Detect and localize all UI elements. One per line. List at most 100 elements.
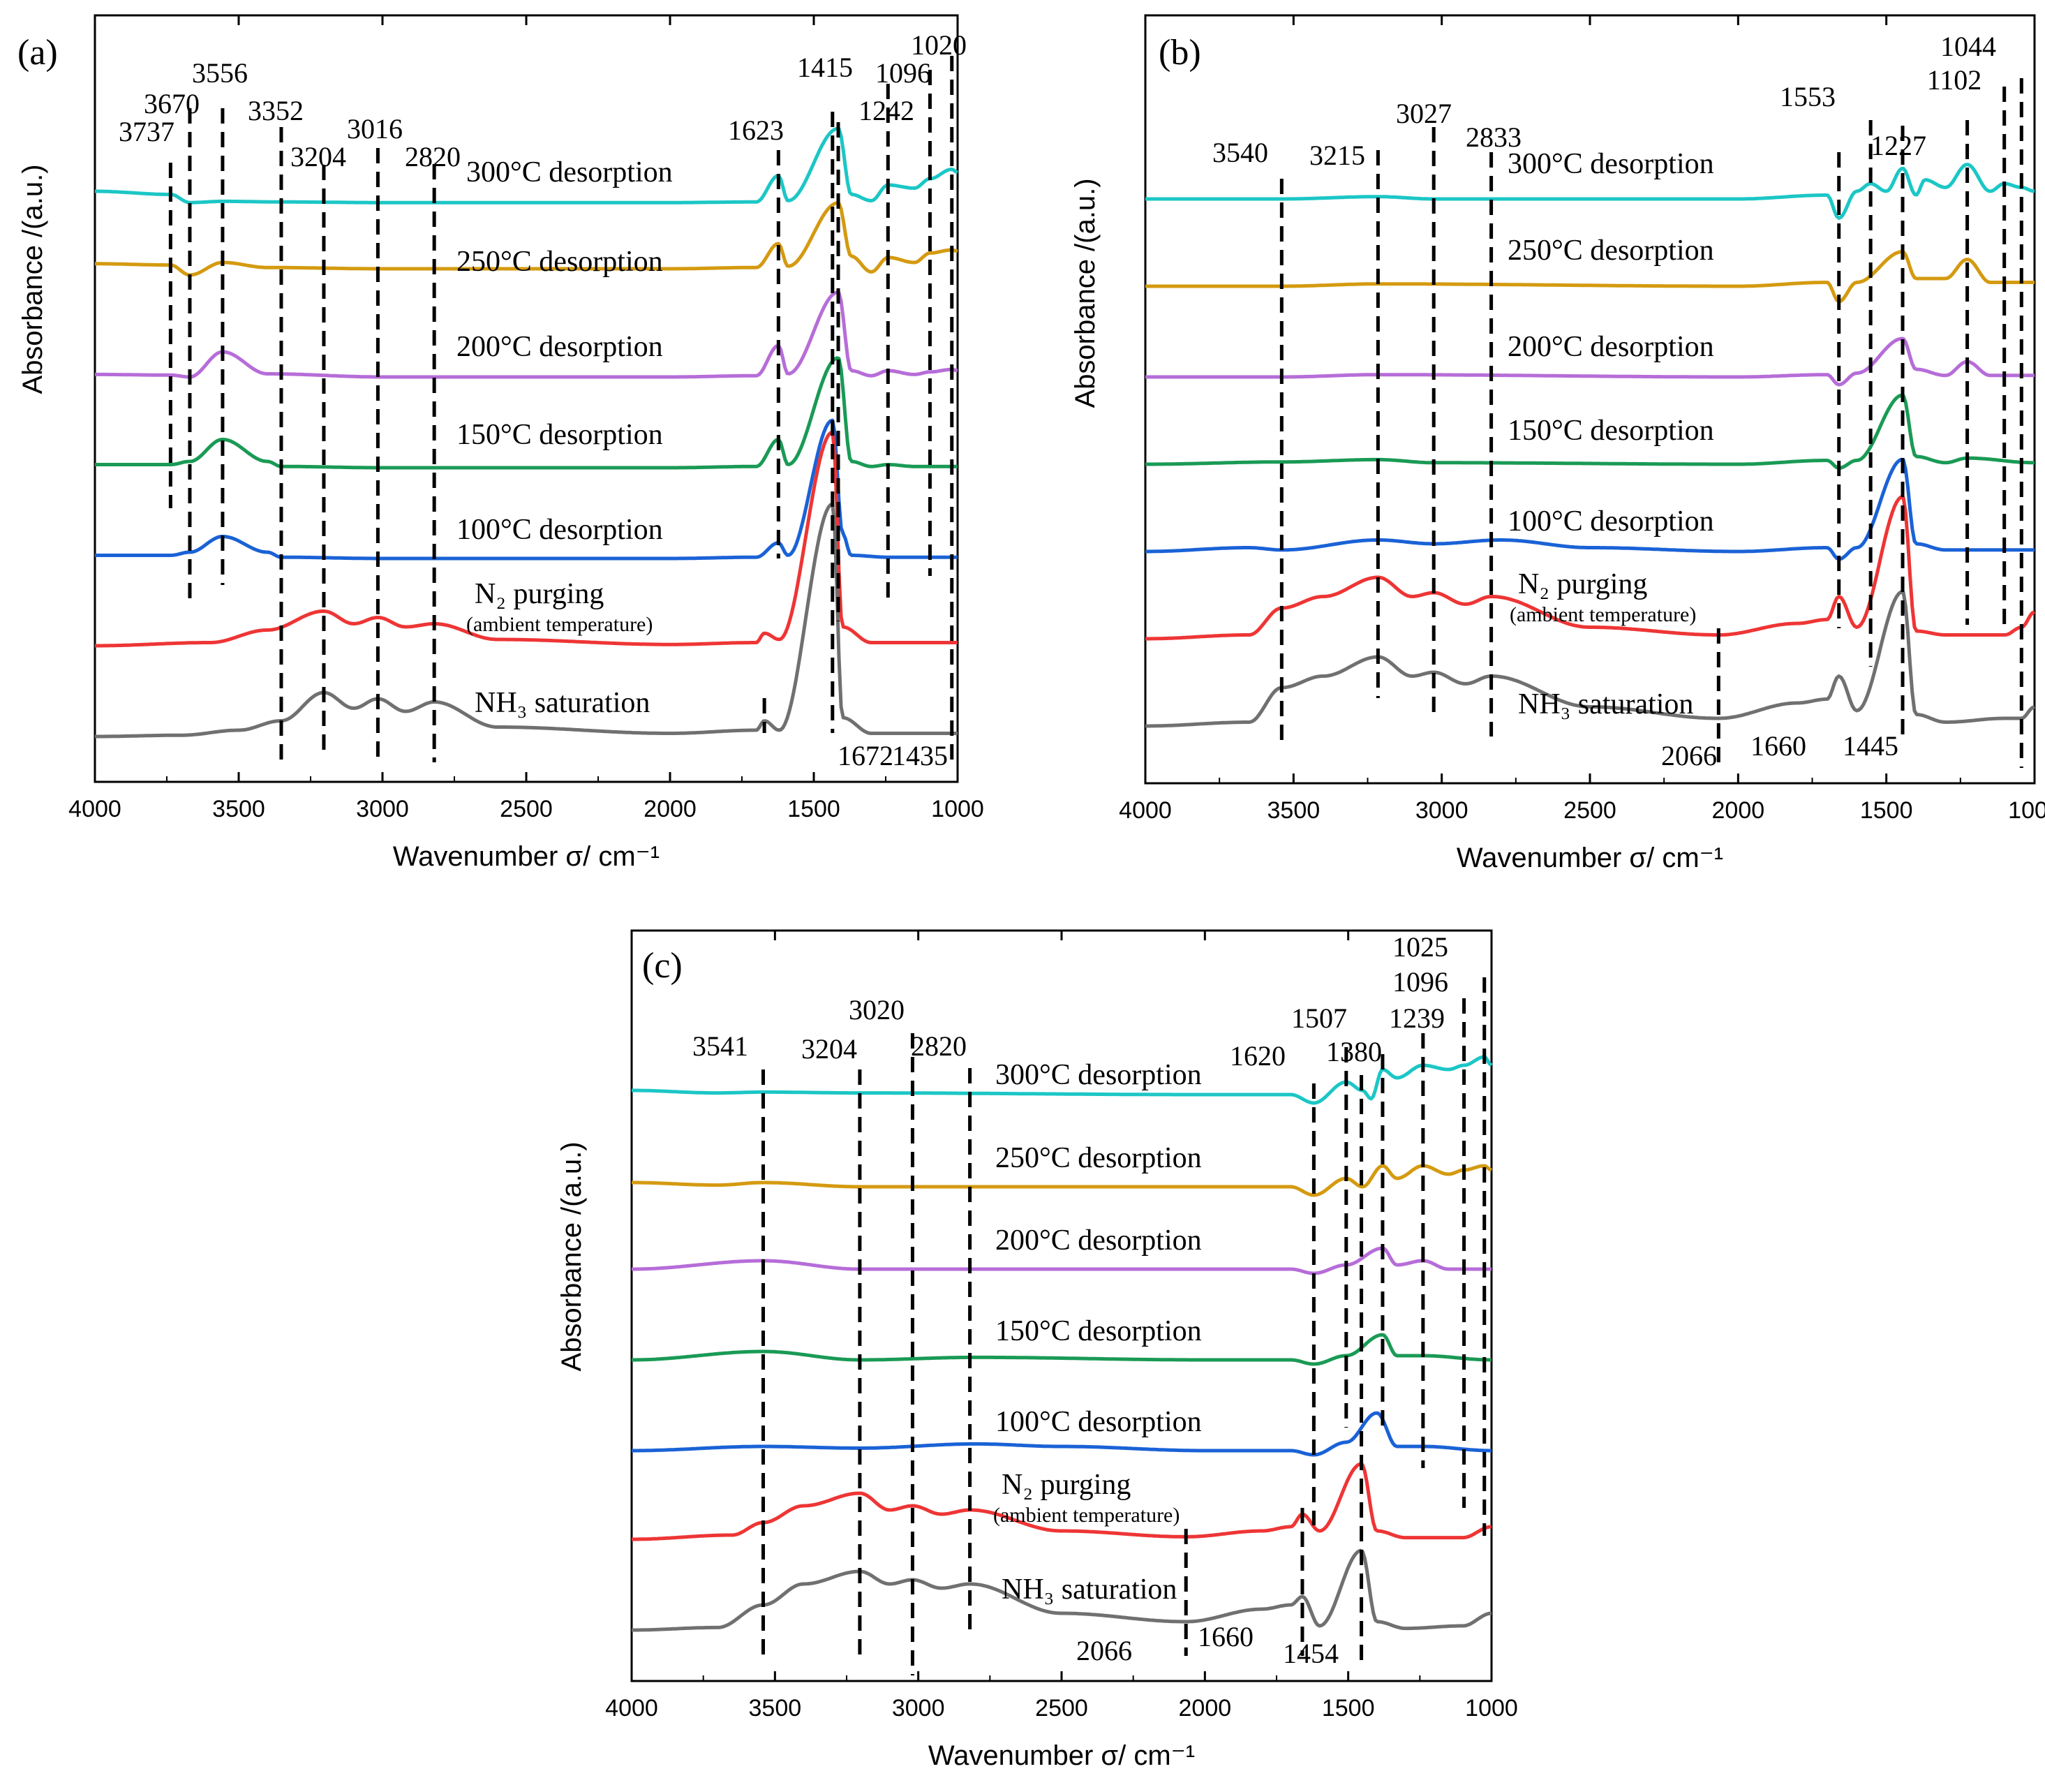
peak-annotation: 1435 — [892, 740, 948, 771]
peak-annotation: 1445 — [1843, 730, 1898, 762]
series-line — [95, 430, 958, 648]
peak-annotation: 2066 — [1076, 1635, 1132, 1666]
peak-annotation: 3027 — [1396, 98, 1452, 129]
peak-annotation: 1242 — [858, 95, 914, 126]
peak-annotation: 1020 — [911, 29, 967, 61]
peak-annotation: 1102 — [1927, 64, 1982, 96]
series-line — [95, 356, 958, 470]
series-line — [95, 418, 958, 561]
series-label: NH₃ saturation — [475, 687, 650, 719]
peak-annotation: 1454 — [1283, 1638, 1339, 1669]
x-tick-label: 3000 — [1415, 797, 1468, 824]
panel-b: 4000 3500 3000 2500 2000 1500 1000 Wavenumber σ… — [1070, 14, 2045, 873]
x-tick-label: 3000 — [892, 1695, 945, 1721]
series-label: 300°C desorption — [995, 1059, 1202, 1091]
series-label: 150°C desorption — [995, 1315, 1202, 1347]
peak-annotation: 2820 — [911, 1030, 967, 1062]
x-tick-label: 3000 — [356, 796, 409, 822]
x-tick-label: 2000 — [1712, 797, 1765, 824]
y-axis-label: Absorbance /(a.u.) — [1070, 178, 1101, 408]
peak-annotation: 1415 — [797, 52, 853, 83]
series-line — [1145, 336, 2035, 387]
peak-annotation: 3204 — [801, 1033, 857, 1065]
peak-annotation: 1660 — [1198, 1621, 1254, 1652]
series-label-sub: (ambient temperature) — [1510, 603, 1696, 626]
series-line — [95, 290, 958, 379]
series-line — [1145, 393, 2035, 470]
series-label: 200°C desorption — [456, 331, 663, 363]
series-label: 300°C desorption — [466, 156, 673, 188]
series-line — [632, 1164, 1492, 1197]
series-label: 150°C desorption — [1508, 415, 1714, 447]
series-line — [632, 1548, 1492, 1632]
x-axis-label: Wavenumber σ/ cm⁻¹ — [928, 1740, 1195, 1771]
x-tick-label: 1500 — [787, 796, 840, 822]
x-tick-label: 3500 — [212, 796, 265, 822]
peak-annotation: 3670 — [144, 88, 200, 119]
peak-annotation: 1672 — [838, 740, 893, 771]
peak-annotation: 1620 — [1230, 1040, 1286, 1072]
x-tick-label: 1000 — [1465, 1695, 1518, 1721]
peak-annotation: 2066 — [1661, 740, 1717, 771]
peak-annotation: 3556 — [192, 57, 248, 89]
x-tick-label: 3500 — [1267, 797, 1321, 824]
series-label: 100°C desorption — [456, 514, 663, 546]
series-line — [632, 1411, 1492, 1457]
series-label: 250°C desorption — [456, 246, 663, 278]
peak-annotation: 3020 — [849, 994, 905, 1025]
x-axis-label: Wavenumber σ/ cm⁻¹ — [393, 841, 660, 872]
x-tick-label: 2500 — [1035, 1695, 1088, 1721]
series-line — [95, 201, 958, 277]
panel-a: 4000 3500 3000 2500 2000 1500 1000 Wavenumber σ… — [17, 14, 984, 872]
x-tick-label: 1500 — [1860, 797, 1913, 824]
x-tick-label: 2000 — [1179, 1695, 1232, 1721]
series-label: N₂ purging — [1518, 568, 1647, 600]
peak-annotation: 1380 — [1326, 1036, 1382, 1067]
series-line — [632, 1462, 1492, 1541]
series-label: NH₃ saturation — [1002, 1573, 1177, 1606]
series-label: 200°C desorption — [1508, 331, 1714, 363]
peak-annotation: 3215 — [1309, 140, 1365, 171]
peak-annotation: 1227 — [1871, 130, 1926, 161]
x-tick-label: 2000 — [644, 796, 697, 822]
series-line — [1145, 250, 2035, 304]
series-label: 200°C desorption — [995, 1224, 1202, 1257]
panel-label: (c) — [642, 946, 683, 986]
x-tick-label: 4000 — [1119, 797, 1172, 824]
series-label-sub: (ambient temperature) — [993, 1504, 1180, 1527]
series-label: N₂ purging — [475, 578, 604, 610]
peak-annotation: 3016 — [347, 113, 403, 145]
series-line — [1145, 457, 2035, 561]
x-tick-label: 3500 — [749, 1695, 802, 1721]
series-line — [1145, 590, 2035, 728]
series-line — [632, 1246, 1492, 1275]
peak-annotation: 1553 — [1780, 81, 1836, 112]
series-line — [632, 1333, 1492, 1366]
peak-annotation: 1239 — [1389, 1002, 1445, 1034]
y-axis-label: Absorbance /(a.u.) — [17, 164, 48, 394]
x-tick-label: 1000 — [2008, 797, 2045, 824]
series-label: 250°C desorption — [995, 1142, 1202, 1174]
series-label: NH₃ saturation — [1518, 688, 1693, 720]
x-tick-label: 4000 — [605, 1695, 658, 1721]
peak-annotation: 3541 — [692, 1030, 748, 1062]
series-line — [1145, 495, 2036, 641]
x-tick-label: 2500 — [500, 796, 553, 822]
x-axis-label: Wavenumber σ/ cm⁻¹ — [1457, 843, 1723, 873]
series-label: 100°C desorption — [995, 1406, 1202, 1438]
peak-annotation: 1660 — [1750, 730, 1806, 762]
series-label: 300°C desorption — [1508, 148, 1714, 180]
peak-annotation: 1096 — [875, 57, 931, 89]
peak-annotation: 3737 — [119, 116, 174, 147]
peak-annotation: 3204 — [290, 141, 346, 172]
series-label: 150°C desorption — [456, 419, 663, 451]
peak-annotation: 3540 — [1212, 137, 1268, 168]
peak-annotation: 1025 — [1392, 931, 1448, 963]
series-label: 100°C desorption — [1508, 505, 1714, 538]
panel-label: (a) — [17, 33, 58, 73]
x-tick-label: 1500 — [1322, 1695, 1375, 1721]
series-label-sub: (ambient temperature) — [466, 613, 653, 636]
peak-annotation: 3352 — [248, 95, 304, 126]
peak-annotation: 2820 — [405, 141, 461, 172]
peak-annotation: 1096 — [1392, 966, 1448, 998]
